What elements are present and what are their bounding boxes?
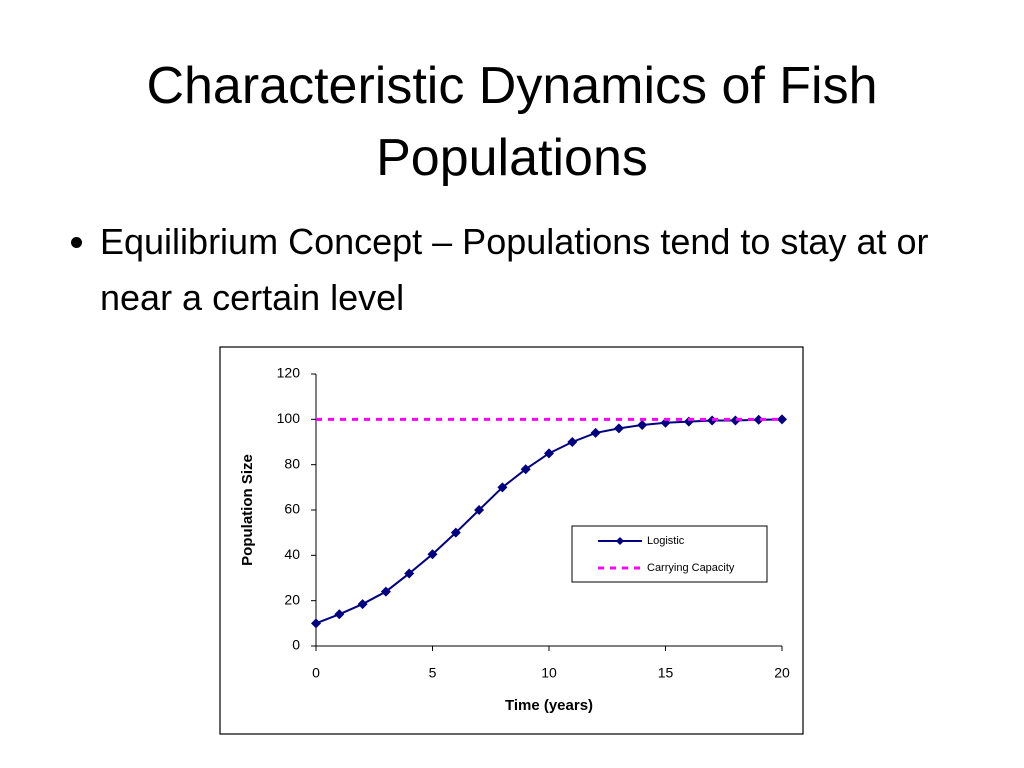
slide-title: Characteristic Dynamics of Fish Populati… xyxy=(146,57,878,187)
x-tick-label: 15 xyxy=(658,665,674,681)
y-tick-label: 100 xyxy=(277,410,301,426)
marker xyxy=(380,586,391,597)
marker xyxy=(637,420,648,430)
x-tick-label: 0 xyxy=(312,665,320,681)
marker xyxy=(613,423,624,434)
marker xyxy=(404,568,415,579)
marker xyxy=(474,505,485,515)
marker xyxy=(450,527,461,538)
marker xyxy=(520,464,531,475)
x-tick-label: 5 xyxy=(429,665,437,681)
y-tick-label: 0 xyxy=(292,637,300,653)
marker xyxy=(311,618,321,629)
y-tick-label: 40 xyxy=(284,546,300,562)
bullet-list: Equilibrium Concept – Populations tend t… xyxy=(62,214,1000,326)
marker xyxy=(357,599,368,610)
marker xyxy=(334,609,345,620)
x-axis-title: Time (years) xyxy=(505,697,593,714)
bullet: Equilibrium Concept – Populations tend t… xyxy=(100,214,1000,326)
legend-label: Carrying Capacity xyxy=(647,562,735,574)
y-tick-label: 20 xyxy=(284,591,300,607)
x-tick-label: 20 xyxy=(774,665,790,681)
marker xyxy=(544,448,554,459)
marker xyxy=(427,549,438,560)
marker xyxy=(753,414,764,425)
marker xyxy=(567,437,578,447)
marker xyxy=(497,482,508,493)
x-tick-label: 10 xyxy=(541,665,557,681)
marker xyxy=(590,427,601,438)
y-tick-label: 80 xyxy=(284,455,300,471)
y-tick-label: 60 xyxy=(284,501,300,517)
marker xyxy=(777,414,787,425)
legend-marker xyxy=(616,537,624,545)
legend-label: Logistic xyxy=(647,535,685,547)
y-tick-label: 120 xyxy=(277,365,301,381)
legend-box xyxy=(571,525,768,583)
y-axis-title: Population Size xyxy=(239,454,256,566)
